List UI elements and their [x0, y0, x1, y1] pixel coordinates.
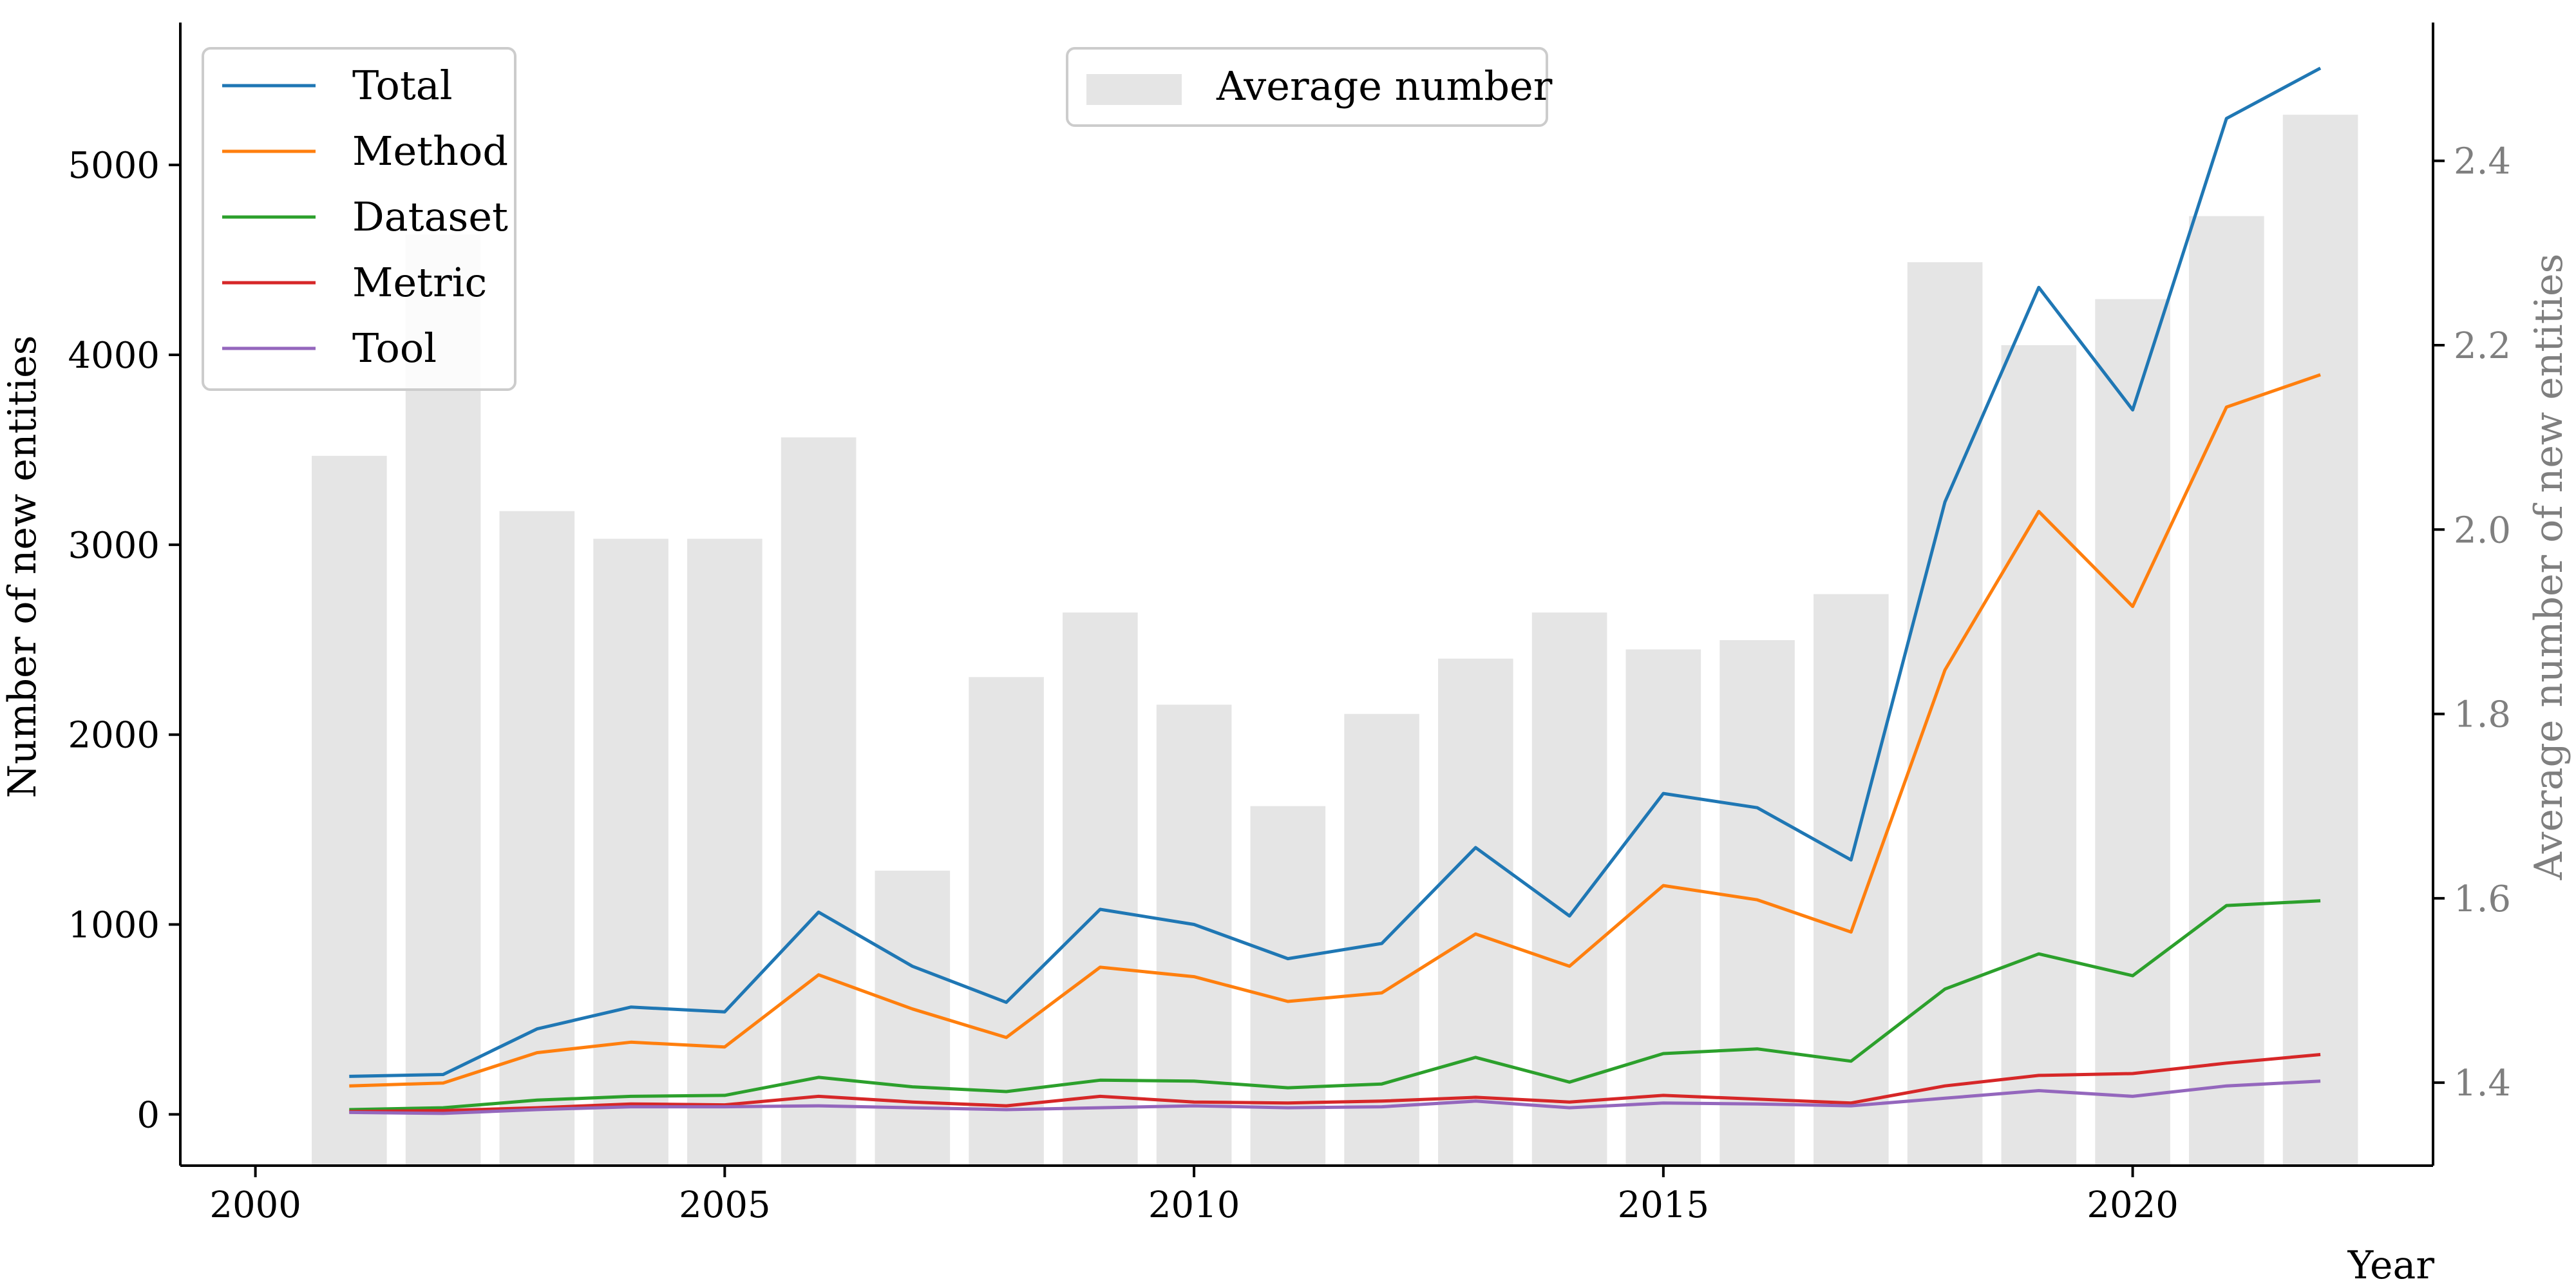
avg-bar-2018 [1907, 262, 1983, 1166]
legend-label-metric: Metric [352, 259, 487, 306]
avg-bar-2017 [1814, 594, 1889, 1166]
legend-label-method: Method [352, 128, 508, 175]
y-tick-label: 3000 [68, 525, 160, 567]
legend-label-total: Total [352, 62, 453, 109]
y2-axis-label: Average number of new entities [2526, 254, 2571, 881]
legend-swatch-average [1086, 74, 1182, 105]
avg-bar-2022 [2282, 115, 2358, 1166]
avg-bar-2008 [969, 677, 1044, 1166]
avg-bar-2020 [2095, 299, 2170, 1166]
y-axis-label: Number of new entities [0, 336, 45, 799]
y2-tick-label: 1.6 [2454, 878, 2511, 920]
legend-bars: Average number [1066, 47, 1553, 127]
legend-label-tool: Tool [352, 325, 437, 372]
y2-tick-label: 1.8 [2454, 694, 2511, 736]
y-tick-label: 1000 [68, 905, 160, 947]
legend-label-dataset: Dataset [352, 193, 508, 240]
series-line-dataset [349, 899, 2321, 1112]
x-tick-label: 2005 [679, 1184, 771, 1226]
legend-box [202, 47, 516, 391]
y2-tick-label: 2.2 [2454, 325, 2511, 367]
y-tick-label: 4000 [68, 335, 160, 377]
y2-tick-label: 2.0 [2454, 509, 2511, 551]
series-line-total [349, 66, 2322, 1078]
x-tick-label: 2020 [2087, 1184, 2179, 1226]
legend-bars-box [1066, 47, 1548, 127]
y-tick-label: 0 [137, 1094, 160, 1136]
avg-bar-2001 [312, 455, 387, 1166]
legend-label-average: Average number [1216, 62, 1553, 109]
axes-layer: 2000 2005 2010 2015 2020 0 1000 2000 3000 4000 500… [68, 23, 2511, 1226]
y2-tick-label: 2.4 [2454, 141, 2511, 183]
avg-bar-2011 [1250, 806, 1326, 1166]
bars-layer [312, 115, 2358, 1166]
y-tick-label: 5000 [68, 145, 160, 187]
avg-bar-2006 [781, 437, 857, 1166]
y-tick-label: 2000 [68, 715, 160, 757]
legend-series: Total Method Dataset Metric Tool [202, 47, 516, 391]
y2-tick-label: 1.4 [2454, 1063, 2511, 1104]
avg-bar-2009 [1063, 612, 1138, 1166]
x-tick-label: 2000 [209, 1184, 301, 1226]
avg-bar-2003 [499, 511, 575, 1166]
avg-bar-2012 [1344, 714, 1419, 1166]
lines-layer [349, 66, 2322, 1115]
avg-bar-2013 [1438, 658, 1513, 1166]
series-line-metric [349, 1053, 2321, 1113]
series-line-tool [349, 1079, 2321, 1115]
avg-bar-2019 [2001, 345, 2077, 1166]
avg-bar-2021 [2189, 216, 2264, 1166]
x-axis-label: Year [2347, 1243, 2435, 1288]
series-line-method [349, 373, 2321, 1088]
avg-bar-2005 [687, 538, 762, 1166]
x-tick-label: 2015 [1618, 1184, 1710, 1226]
avg-bar-2016 [1719, 640, 1795, 1166]
x-tick-label: 2010 [1148, 1184, 1240, 1226]
avg-bar-2004 [593, 538, 668, 1166]
